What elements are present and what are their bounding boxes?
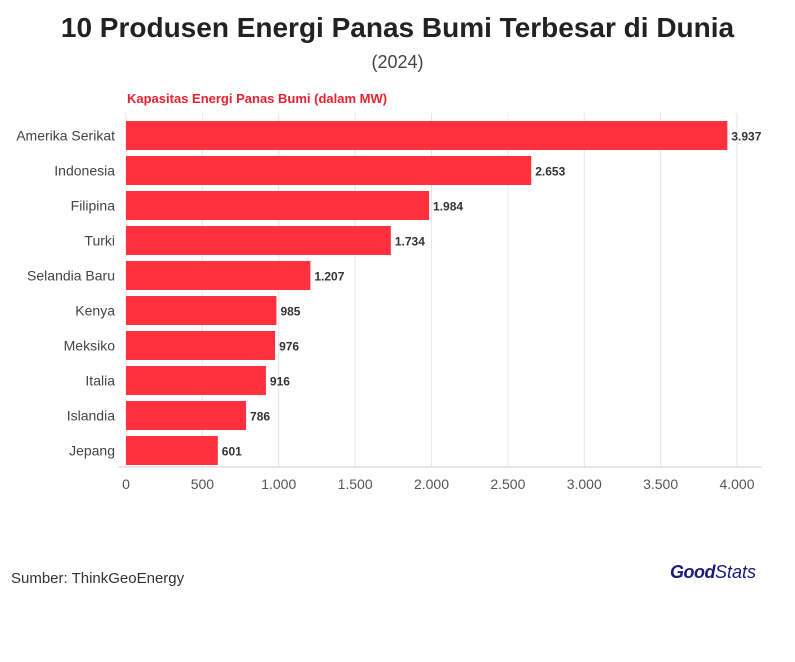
goodstats-logo: GoodStats — [670, 562, 770, 590]
x-tick-label: 3.000 — [567, 476, 602, 492]
category-label: Turki — [84, 233, 115, 249]
value-label: 3.937 — [731, 130, 761, 144]
category-label: Meksiko — [64, 338, 116, 354]
bar — [126, 156, 532, 185]
bar — [126, 121, 728, 150]
x-tick-label: 1.000 — [261, 476, 296, 492]
bar — [126, 226, 391, 255]
x-tick-label: 1.500 — [338, 476, 373, 492]
value-label: 1.734 — [395, 235, 425, 249]
value-label: 985 — [280, 305, 300, 319]
value-label: 601 — [222, 445, 242, 459]
value-label: 786 — [250, 410, 270, 424]
source-text: Sumber: ThinkGeoEnergy — [11, 570, 185, 587]
value-label: 1.207 — [314, 270, 344, 284]
category-label: Islandia — [67, 408, 115, 424]
logo-good-text: Good — [670, 562, 716, 582]
chart-title: 10 Produsen Energi Panas Bumi Terbesar d… — [60, 12, 735, 43]
value-labels: 3.937 2.653 1.984 1.734 1.207 985 976 916 786 601 — [222, 130, 762, 459]
bar — [126, 331, 276, 360]
bar — [126, 366, 266, 395]
x-tick-label: 3.500 — [643, 476, 678, 492]
category-label: Filipina — [71, 198, 116, 214]
category-label: Selandia Baru — [27, 268, 115, 284]
chart-subtitle: (2024) — [371, 52, 424, 72]
category-label: Italia — [85, 373, 115, 389]
value-label: 916 — [270, 375, 290, 389]
category-label: Amerika Serikat — [16, 128, 115, 144]
bar — [126, 436, 218, 465]
value-label: 2.653 — [535, 165, 565, 179]
category-label: Indonesia — [54, 163, 115, 179]
bar-chart: Amerika Serikat Indonesia Filipina Turki Sel… — [16, 113, 762, 492]
logo-stats-text: Stats — [715, 562, 757, 582]
x-tick-labels: 0 500 1.000 1.500 2.000 2.500 3.000 3.500 4.000 — [122, 476, 755, 492]
value-label: 976 — [279, 340, 299, 354]
x-tick-label: 2.000 — [414, 476, 449, 492]
category-label: Jepang — [69, 443, 115, 459]
bar — [126, 191, 430, 220]
x-tick-label: 500 — [191, 476, 215, 492]
x-tick-label: 0 — [122, 476, 130, 492]
category-labels: Amerika Serikat Indonesia Filipina Turki Sel… — [16, 128, 115, 459]
bar — [126, 296, 277, 325]
value-label: 1.984 — [433, 200, 463, 214]
x-tick-label: 2.500 — [490, 476, 525, 492]
category-label: Kenya — [75, 303, 115, 319]
bars — [126, 121, 728, 465]
bar — [126, 401, 247, 430]
series-label: Kapasitas Energi Panas Bumi (dalam MW) — [127, 91, 388, 106]
bar — [126, 261, 311, 290]
x-tick-label: 4.000 — [719, 476, 754, 492]
